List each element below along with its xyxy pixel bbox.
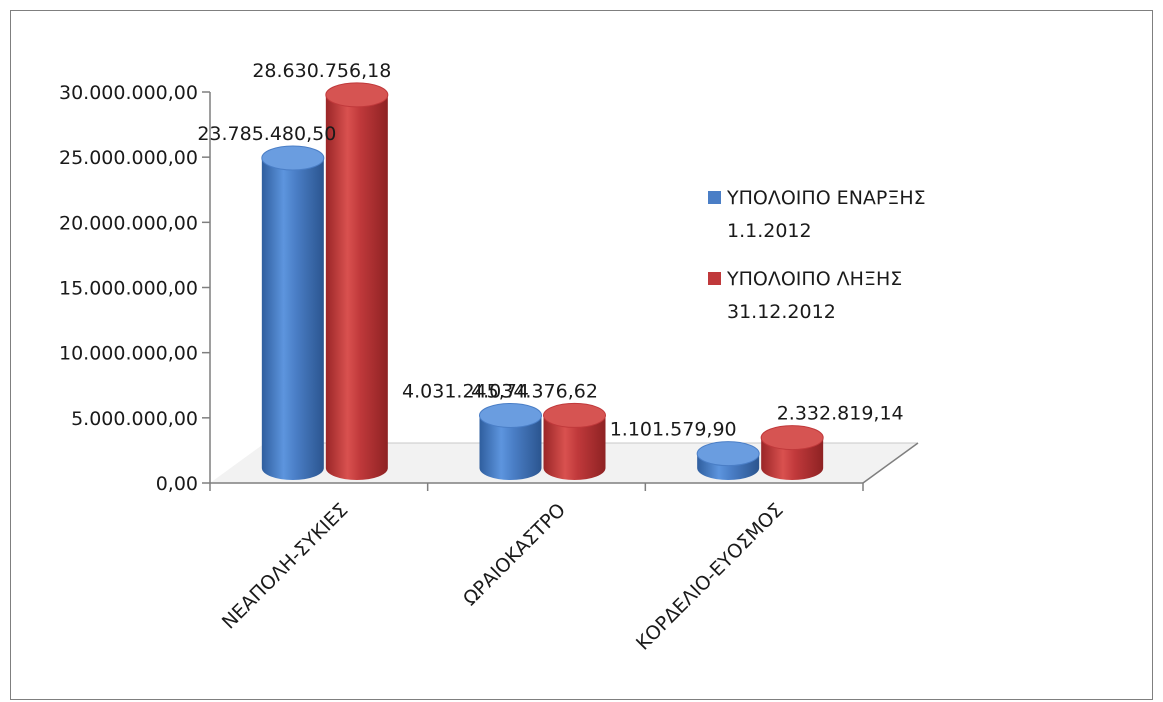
bar-body — [261, 157, 324, 480]
legend: ΥΠΟΛΟΙΠΟ ΕΝΑΡΞΗΣ 1.1.2012 ΥΠΟΛΟΙΠΟ ΛΗΞΗΣ 31… — [708, 187, 926, 323]
y-tick-label: 20.000.000,00 — [59, 212, 198, 234]
bars — [261, 82, 824, 480]
bar — [760, 425, 824, 480]
bar-body — [479, 415, 542, 480]
bar-top — [479, 402, 542, 428]
bar — [696, 441, 760, 480]
data-label: 4.031.245,74 — [402, 380, 529, 402]
bar-top — [325, 82, 389, 108]
bar-top — [543, 402, 606, 428]
data-labels: 23.785.480,50 28.630.756,18 4.031.245,744.… — [197, 60, 903, 441]
data-label: 2.332.819,14 — [777, 403, 904, 425]
category-label: ΝΕΑΠΟΛΗ-ΣΥΚΙΕΣ — [218, 499, 353, 634]
legend-swatch — [708, 191, 721, 204]
legend-label: ΥΠΟΛΟΙΠΟ ΕΝΑΡΞΗΣ — [726, 187, 926, 209]
data-label: 23.785.480,50 — [197, 123, 336, 145]
data-label: 4.034.376,62 — [471, 380, 598, 402]
bar — [543, 402, 606, 480]
chart-frame — [10, 10, 1153, 700]
y-tick-label: 15.000.000,00 — [59, 278, 198, 300]
legend-label: 31.12.2012 — [727, 301, 836, 323]
bar-body — [543, 415, 606, 480]
bar — [261, 145, 325, 480]
bar-top — [760, 425, 824, 451]
legend-label: ΥΠΟΛΟΙΠΟ ΛΗΞΗΣ — [726, 268, 902, 290]
legend-swatch — [708, 272, 721, 285]
bar — [325, 82, 389, 480]
bar-top — [696, 441, 760, 467]
axes: 0,00 5.000.000,00 10.000.000,00 15.000.000,… — [59, 82, 919, 655]
category-label: ΩΡΑΙΟΚΑΣΤΡΟ — [459, 499, 570, 610]
bar-top — [261, 145, 325, 171]
bar-body — [325, 94, 388, 480]
data-label: 1.101.579,90 — [610, 419, 737, 441]
y-tick-label: 25.000.000,00 — [59, 147, 198, 169]
data-label: 28.630.756,18 — [252, 60, 391, 82]
category-label: ΚΟΡΔΕΛΙΟ-ΕΥΟΣΜΟΣ — [632, 499, 788, 655]
y-tick-label: 0,00 — [156, 473, 198, 495]
bar — [479, 402, 542, 480]
legend-label: 1.1.2012 — [727, 220, 812, 242]
y-tick-label: 30.000.000,00 — [59, 82, 198, 104]
floor-right-edge — [862, 442, 919, 484]
y-tick-label: 5.000.000,00 — [71, 408, 198, 430]
y-tick-label: 10.000.000,00 — [59, 343, 198, 365]
